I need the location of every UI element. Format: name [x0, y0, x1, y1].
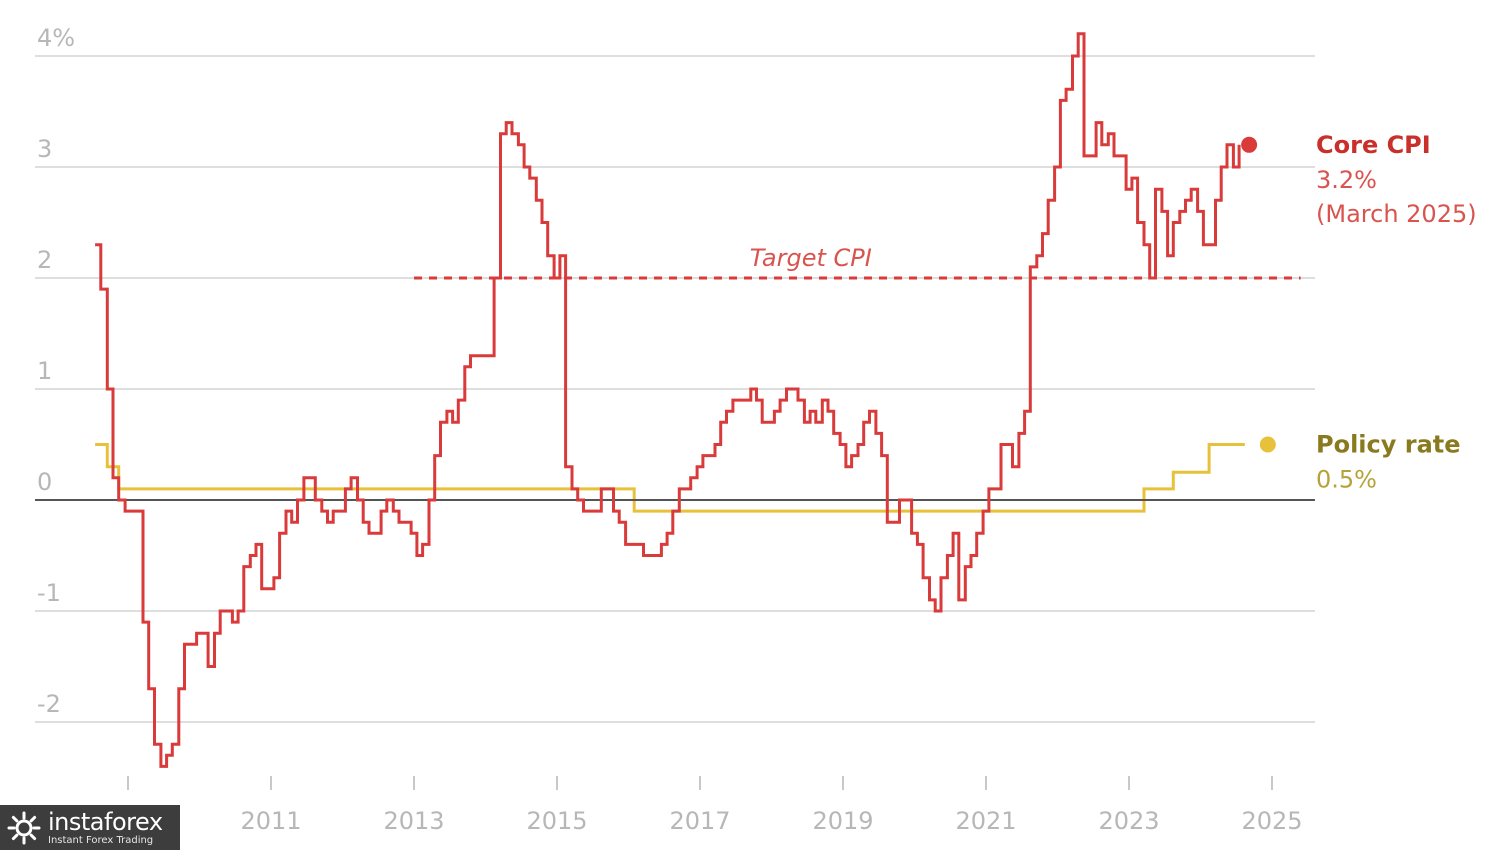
instaforex-watermark: instaforex Instant Forex Trading: [0, 805, 180, 850]
x-tick-label: 2015: [526, 807, 587, 835]
core-cpi-end-note: (March 2025): [1316, 200, 1477, 228]
series-layer: [35, 32, 1315, 768]
x-tick-label: 2025: [1241, 807, 1302, 835]
watermark-text: instaforex Instant Forex Trading: [48, 810, 163, 846]
y-tick-label: 3: [37, 135, 52, 163]
y-tick-label: 0: [37, 468, 52, 496]
policy-rate-end-value: 0.5%: [1316, 466, 1377, 494]
y-tick-label: -1: [37, 579, 61, 607]
x-tick-label: 2013: [383, 807, 444, 835]
core-cpi-end-dot: [1241, 136, 1258, 153]
policy-rate-end-dot: [1259, 436, 1276, 453]
target-cpi-label: Target CPI: [750, 244, 872, 272]
watermark-brand: instaforex: [48, 807, 163, 836]
y-tick-label: 1: [37, 357, 52, 385]
policy-rate-line: [95, 443, 1245, 513]
x-tick-label: 2019: [812, 807, 873, 835]
x-tick-label: 2021: [955, 807, 1016, 835]
instaforex-logo-icon: [7, 811, 41, 844]
policy-rate-legend-title: Policy rate: [1316, 431, 1461, 459]
y-tick-label: 2: [37, 246, 52, 274]
core-cpi-end-value: 3.2%: [1316, 166, 1377, 194]
x-tick-label: 2011: [240, 807, 301, 835]
x-axis-ticks: 200920112013201520172019202120232025: [97, 776, 1303, 835]
y-axis-ticks: 4% 3 2 1 0 -1 -2: [37, 24, 75, 718]
core-cpi-line: [95, 32, 1241, 768]
watermark-tagline: Instant Forex Trading: [48, 834, 154, 846]
x-tick-label: 2023: [1098, 807, 1159, 835]
y-tick-label: -2: [37, 690, 61, 718]
y-tick-label: 4%: [37, 24, 75, 52]
end-annotations: Core CPI 3.2% (March 2025) Policy rate 0…: [1241, 131, 1477, 494]
core-cpi-legend-title: Core CPI: [1316, 131, 1431, 159]
x-tick-label: 2017: [669, 807, 730, 835]
